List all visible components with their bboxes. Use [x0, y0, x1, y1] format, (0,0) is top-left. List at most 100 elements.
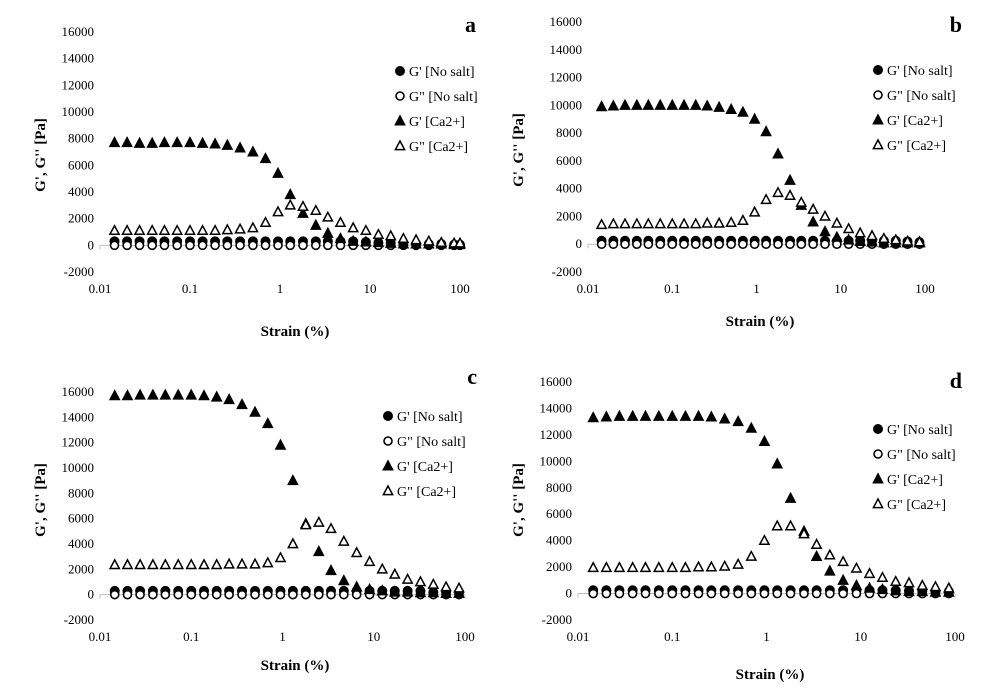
- chart-panel-d: -2000 0 2000 4000 6000 8000 10000 12000 14000 160…: [511, 368, 965, 683]
- data-point: [608, 239, 619, 250]
- data-point: [146, 224, 159, 236]
- data-point: [261, 556, 274, 568]
- data-point: [427, 577, 440, 589]
- data-point: [185, 558, 198, 570]
- x-tick-label: 100: [450, 281, 470, 296]
- legend-marker: [873, 424, 883, 434]
- y-axis-title: G', G'' [Pa]: [33, 118, 49, 192]
- data-point: [748, 112, 761, 124]
- data-point: [725, 102, 737, 114]
- data-point: [588, 588, 599, 599]
- data-point: [312, 545, 325, 557]
- data-point: [706, 588, 717, 599]
- panel-label: c: [467, 364, 477, 389]
- x-tick-label: 0.1: [664, 629, 680, 644]
- data-point: [627, 588, 638, 599]
- x-tick-label: 1: [753, 281, 760, 296]
- data-point: [159, 388, 172, 400]
- data-point: [435, 236, 448, 248]
- legend-label: G' [No salt]: [887, 423, 953, 438]
- legend-label: G' [Ca2+]: [887, 473, 943, 488]
- data-point: [689, 98, 702, 110]
- data-point: [440, 586, 452, 598]
- data-point: [134, 388, 146, 400]
- data-point: [121, 224, 133, 236]
- data-point: [363, 555, 376, 567]
- x-tick-label: 10: [367, 629, 380, 644]
- data-point: [198, 558, 210, 570]
- x-tick-label: 100: [915, 281, 935, 296]
- data-point: [414, 586, 427, 598]
- data-point: [795, 195, 808, 207]
- y-tick-label: 14000: [550, 42, 583, 57]
- data-point: [596, 239, 607, 250]
- data-point: [916, 579, 929, 590]
- data-point: [679, 409, 692, 421]
- data-point: [298, 240, 308, 251]
- data-point: [652, 409, 665, 421]
- y-axis-title: G', G'' [Pa]: [511, 463, 527, 537]
- data-point: [811, 588, 822, 599]
- data-point: [171, 224, 184, 236]
- data-point: [903, 576, 915, 588]
- legend-label: G" [No salt]: [397, 435, 466, 450]
- data-point: [639, 409, 652, 421]
- legend-label: G" [No salt]: [409, 90, 478, 105]
- data-point: [654, 98, 667, 110]
- legend-label: G' [Ca2+]: [409, 115, 465, 130]
- y-tick-label: 6000: [556, 153, 582, 168]
- data-point: [713, 100, 725, 112]
- legend-marker: [872, 138, 884, 150]
- data-point: [759, 588, 770, 599]
- data-point: [643, 239, 654, 250]
- data-point: [440, 580, 452, 592]
- data-point: [197, 240, 208, 251]
- data-point: [350, 580, 363, 592]
- x-axis-title: Strain (%): [261, 658, 330, 674]
- data-point: [903, 584, 915, 597]
- x-tick-label: 10: [834, 281, 847, 296]
- y-tick-label: 6000: [546, 506, 572, 521]
- data-point: [689, 217, 702, 229]
- data-point: [733, 588, 743, 599]
- data-point: [287, 537, 299, 549]
- data-point: [134, 240, 145, 251]
- data-point: [288, 589, 298, 600]
- series-open-circle: [596, 239, 925, 250]
- data-point: [223, 557, 235, 569]
- legend-marker: [382, 484, 394, 496]
- data-point: [889, 233, 902, 245]
- data-point: [784, 189, 796, 200]
- data-point: [878, 232, 890, 244]
- data-point: [639, 561, 652, 573]
- data-point: [196, 136, 209, 148]
- data-point: [613, 561, 626, 573]
- data-point: [360, 224, 372, 236]
- data-point: [401, 572, 414, 584]
- data-point: [147, 388, 159, 400]
- data-point: [642, 98, 655, 110]
- legend-marker: [382, 459, 394, 471]
- data-point: [838, 588, 848, 599]
- data-point: [248, 240, 258, 251]
- legend-marker: [383, 411, 393, 421]
- data-point: [384, 236, 397, 248]
- y-tick-label: 8000: [68, 131, 94, 146]
- data-point: [284, 188, 297, 200]
- legend-marker: [395, 91, 405, 101]
- y-tick-label: 2000: [68, 561, 94, 576]
- data-point: [614, 588, 625, 599]
- data-point: [284, 198, 297, 210]
- data-point: [249, 557, 261, 569]
- data-point: [210, 240, 220, 251]
- y-tick-label: 14000: [540, 400, 573, 415]
- data-point: [372, 228, 385, 240]
- data-point: [652, 561, 665, 573]
- data-point: [285, 240, 296, 251]
- data-point: [262, 589, 273, 600]
- data-point: [323, 240, 333, 251]
- x-tick-label: 100: [945, 629, 965, 644]
- data-point: [453, 581, 465, 593]
- data-point: [275, 589, 286, 600]
